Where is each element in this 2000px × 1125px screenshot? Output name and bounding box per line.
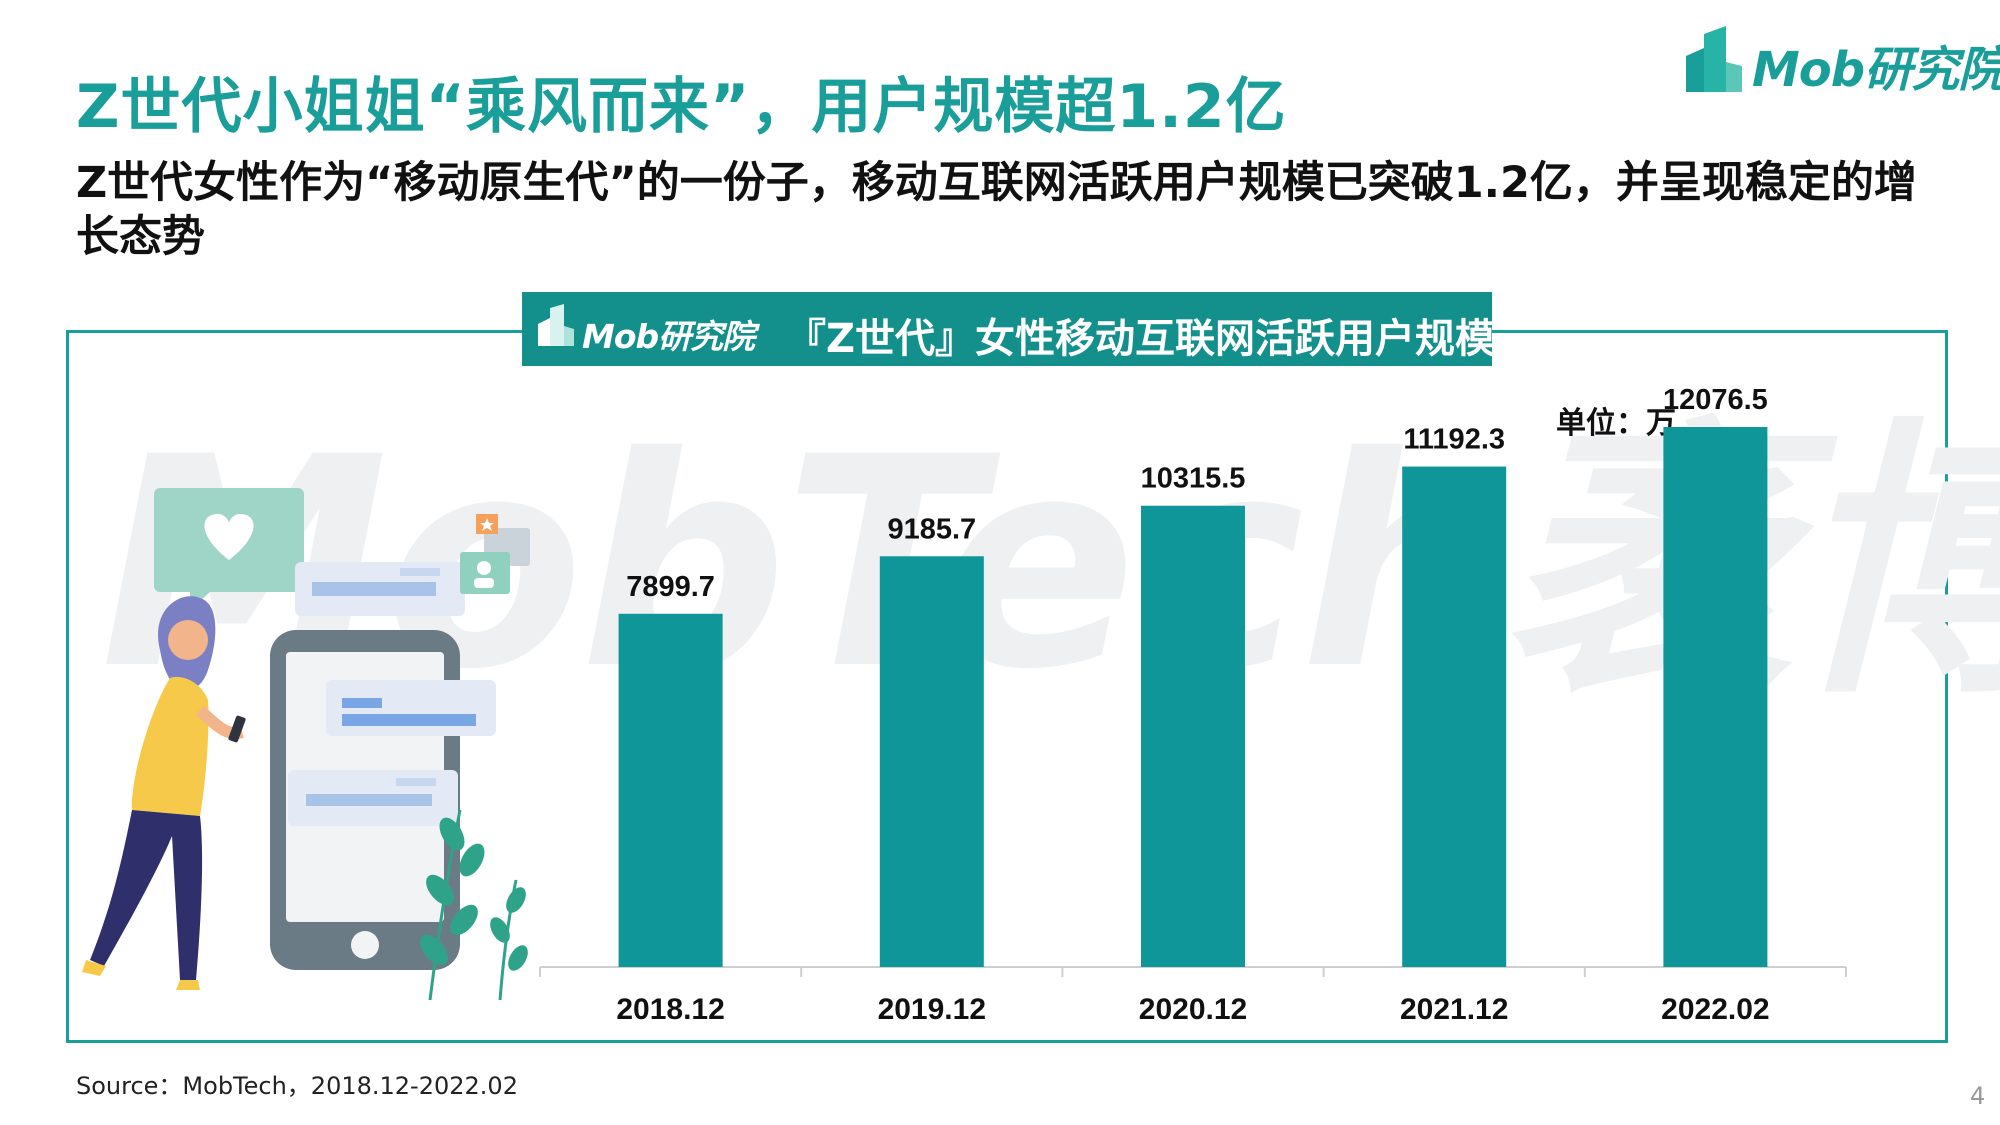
x-tick-label: 2019.12 (878, 993, 986, 1026)
data-label: 10315.5 (1141, 463, 1246, 495)
page-subtitle: Z世代女性作为“移动原生代”的一份子，移动互联网活跃用户规模已突破1.2亿，并呈… (76, 158, 1917, 262)
x-tick-label: 2020.12 (1139, 993, 1247, 1026)
chart-header: Mob研究院 『Z世代』女性移动互联网活跃用户规模 (522, 292, 1496, 366)
bar-2022.02 (1663, 427, 1768, 967)
mob-logo: Mob研究院 (1682, 26, 2000, 98)
woman-phone-illustration (82, 488, 530, 1001)
bar-2021.12 (1402, 466, 1507, 967)
panel-logo-text: Mob研究院 (582, 317, 755, 356)
data-label: 7899.7 (626, 571, 715, 603)
data-label: 12076.5 (1663, 384, 1768, 416)
bar-2019.12 (879, 556, 984, 967)
mob-building-icon (1686, 26, 1742, 92)
logo-text: Mob研究院 (1752, 42, 2000, 98)
heart-icon (204, 513, 254, 560)
page-number: 4 (1970, 1082, 1986, 1110)
x-tick-label: 2022.02 (1661, 993, 1769, 1026)
bar-2020.12 (1141, 505, 1245, 967)
bar-2018.12 (618, 613, 723, 967)
page-title: Z世代小姐姐“乘风而来”，用户规模超1.2亿 (76, 72, 1287, 142)
panel-logo: Mob研究院 (536, 304, 756, 356)
source-note: Source：MobTech，2018.12-2022.02 (76, 1072, 518, 1100)
data-label: 9185.7 (887, 513, 976, 545)
chart-title: 『Z世代』女性移动互联网活跃用户规模 (786, 316, 1496, 362)
x-tick-label: 2021.12 (1400, 993, 1508, 1026)
mob-building-icon (538, 304, 574, 346)
x-tick-label: 2018.12 (616, 993, 724, 1026)
data-label: 11192.3 (1403, 424, 1505, 456)
unit-label: 单位：万 (1556, 406, 1676, 441)
woman-figure (82, 596, 246, 990)
